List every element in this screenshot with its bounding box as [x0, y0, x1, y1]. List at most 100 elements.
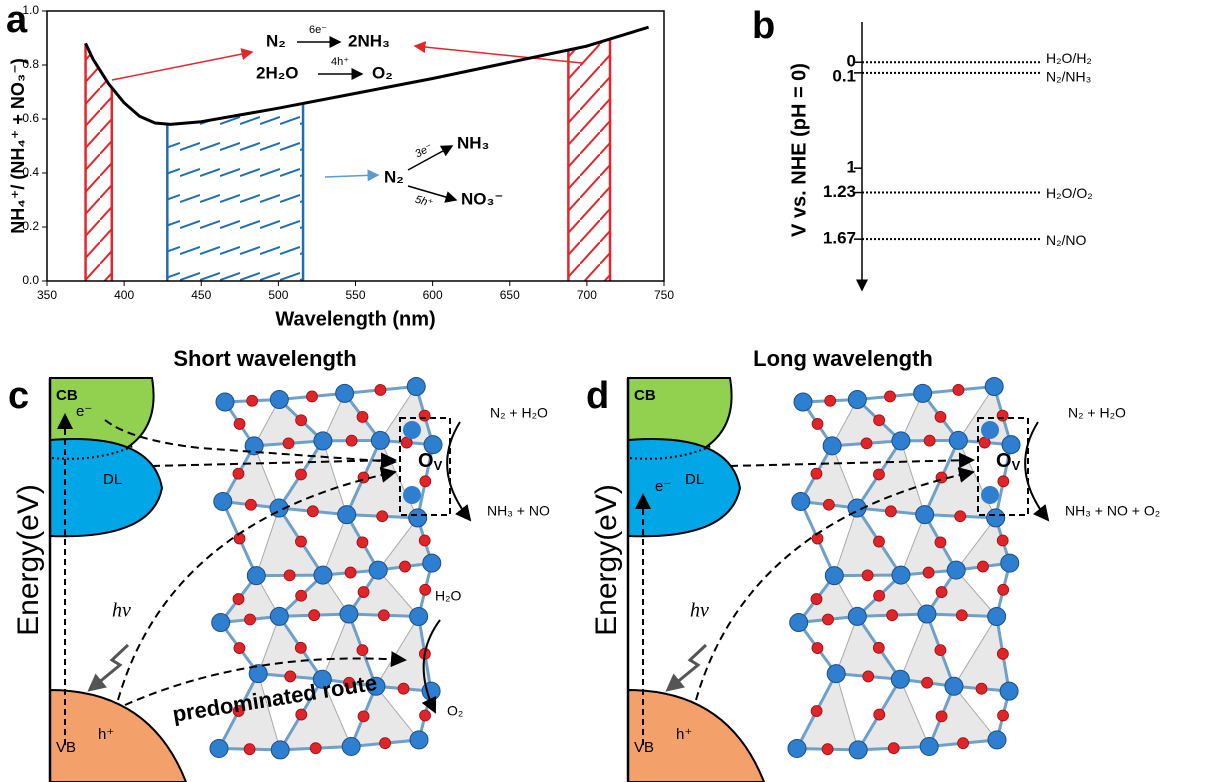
- metal-atom: [403, 421, 421, 439]
- metal-atom: [824, 566, 844, 586]
- polyhedron: [278, 439, 348, 516]
- metal-atom: [987, 607, 1007, 627]
- oxygen-atom: [861, 569, 874, 582]
- oxygen-atom: [379, 737, 391, 750]
- polyhedron: [856, 439, 926, 516]
- hatched-region: [167, 103, 304, 281]
- oxygen-atom: [419, 583, 432, 596]
- metal-atom: [787, 738, 807, 758]
- oxygen-atom: [246, 394, 259, 407]
- metal-atom: [368, 560, 388, 580]
- metal-atom: [313, 565, 333, 585]
- metal-atom: [789, 613, 809, 633]
- y-tick-label: 1.67: [823, 229, 856, 248]
- oxygen-atom: [309, 742, 322, 755]
- oxygen-atom: [418, 409, 431, 422]
- reaction-arrow: [407, 185, 458, 203]
- hole-path: [695, 467, 975, 701]
- cb-label: CB: [634, 387, 656, 404]
- cb-label: CB: [56, 387, 78, 404]
- oxygen-atom: [345, 434, 358, 447]
- metal-atom: [946, 560, 966, 580]
- oxygen-atom: [884, 505, 897, 518]
- oxygen-atom: [232, 705, 245, 717]
- product: NO₃⁻: [461, 189, 503, 208]
- oxygen-atom: [356, 410, 369, 423]
- oxygen-atom: [306, 505, 319, 518]
- metal-atom: [913, 383, 933, 403]
- oxygen-atom: [822, 498, 835, 511]
- polyhedron: [345, 439, 419, 519]
- metal-atom: [948, 430, 968, 450]
- oxygen-atom: [884, 390, 896, 403]
- metal-atom: [313, 431, 333, 451]
- defect-level: [49, 438, 164, 538]
- metal-atom: [312, 669, 332, 689]
- oxygen-atom: [873, 589, 886, 602]
- x-tick-label: 700: [577, 288, 597, 302]
- oxygen-atom: [356, 644, 369, 657]
- catalyst: 4h⁺: [331, 56, 349, 68]
- x-tick-label: 750: [654, 288, 674, 302]
- vb-label: VB: [56, 739, 76, 756]
- metal-atom: [246, 566, 266, 586]
- metal-atom: [403, 486, 421, 504]
- oxygen-atom: [295, 535, 307, 548]
- metal-atom: [406, 377, 426, 397]
- x-tick-label: 350: [37, 288, 57, 302]
- metal-atom: [890, 669, 910, 689]
- oxygen-atom: [975, 682, 988, 695]
- metal-atom: [248, 664, 268, 684]
- dl-label: DL: [685, 471, 704, 488]
- oxygen-atom: [356, 536, 369, 549]
- reactants: N₂ + H₂O: [490, 405, 548, 421]
- panel-label: a: [6, 0, 28, 41]
- panel-label: d: [586, 375, 609, 417]
- curve: [84, 25, 650, 126]
- oxygen-atom: [283, 569, 296, 582]
- oxygen-atom: [308, 609, 321, 622]
- oxygen-atom: [935, 710, 948, 723]
- level-label: H₂O/O₂: [1046, 185, 1093, 201]
- vacancy-sub: V: [434, 458, 443, 473]
- x-axis-title: Wavelength (nm): [275, 308, 435, 330]
- oxygen-atom: [923, 434, 936, 447]
- oxygen-atom: [922, 566, 935, 579]
- oxygen-atom: [233, 642, 246, 654]
- oxygen-atom: [376, 510, 389, 523]
- oxygen-atom: [233, 418, 246, 430]
- electron-label: e⁻: [655, 478, 671, 495]
- oxygen-atom: [886, 609, 899, 622]
- oxygen-atom: [996, 534, 1009, 547]
- y-tick-label: 1.0: [22, 3, 39, 17]
- hole-label: h⁺: [98, 726, 114, 743]
- oxygen-atom: [357, 710, 370, 723]
- metal-atom: [244, 436, 264, 456]
- level-label: N₂/NH₃: [1046, 69, 1091, 85]
- vacancy-label: OV: [418, 450, 443, 473]
- photon-label: hν: [112, 600, 131, 622]
- y-tick-label: 0.8: [22, 57, 39, 71]
- oxygen-atom: [306, 390, 318, 403]
- oxygen-atom: [295, 589, 308, 602]
- oxygen-atom: [284, 670, 297, 683]
- metal-atom: [423, 435, 443, 455]
- oxygen-atom: [860, 437, 873, 450]
- oxygen-atom: [873, 414, 886, 427]
- x-tick-label: 650: [500, 288, 520, 302]
- metal-atom: [848, 740, 868, 760]
- metal-atom: [339, 604, 359, 624]
- oxygen-atom: [243, 743, 256, 756]
- metal-atom: [984, 377, 1004, 397]
- reactant: N₂: [266, 31, 286, 50]
- electron-label: e⁻: [76, 403, 92, 420]
- oxygen-atom: [952, 384, 965, 396]
- energy-axis-title: Energy(eV): [590, 484, 623, 636]
- y-tick-label: 1.23: [823, 182, 856, 201]
- oxygen-atom: [934, 644, 947, 657]
- crystal-lattice: [787, 377, 1021, 760]
- water-label: H₂O: [435, 588, 462, 604]
- product: O₂: [372, 63, 393, 82]
- metal-atom: [335, 383, 355, 403]
- oxygen-atom: [934, 536, 947, 549]
